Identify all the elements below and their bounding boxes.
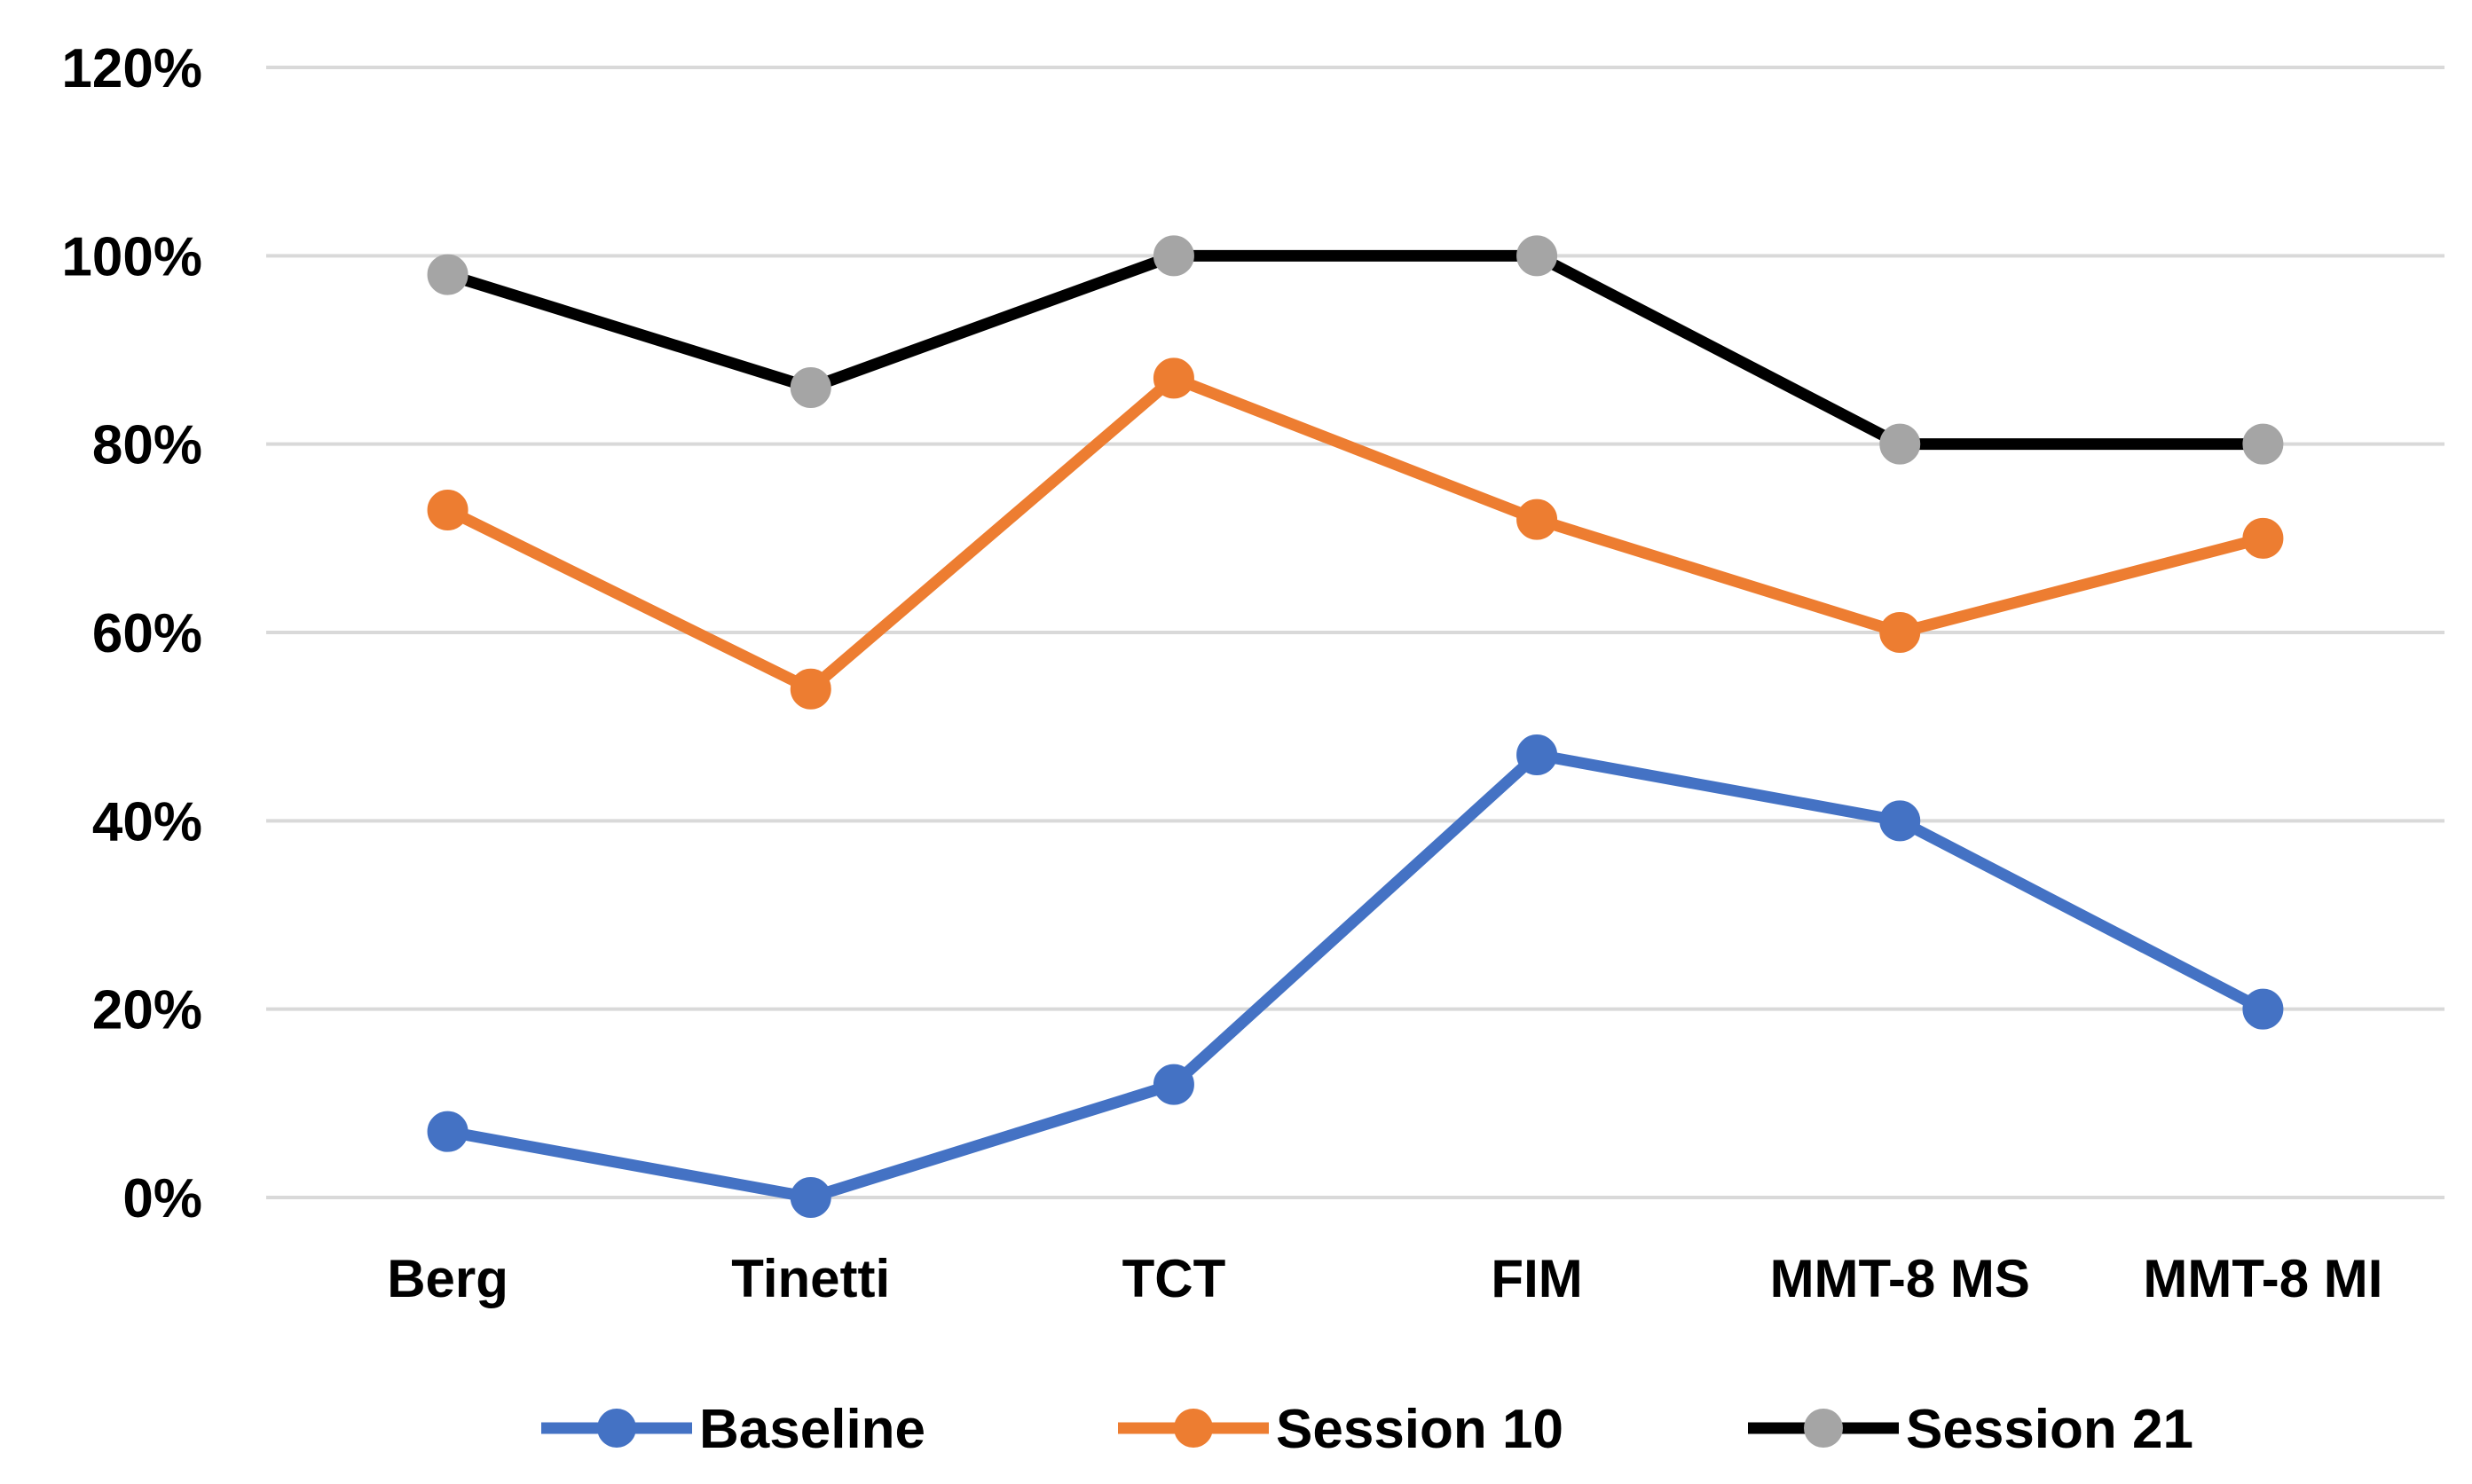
x-category-label: TCT: [1122, 1249, 1226, 1308]
legend-label: Session 21: [1906, 1399, 2193, 1460]
y-tick-label: 100%: [61, 226, 202, 287]
y-tick-label: 60%: [92, 603, 202, 664]
series-baseline: [427, 734, 2284, 1218]
y-tick-label: 20%: [92, 980, 202, 1041]
x-category-label: Tinetti: [731, 1249, 890, 1308]
x-category-label: MMT-8 MS: [1770, 1249, 2030, 1308]
y-tick-label: 120%: [61, 38, 202, 99]
series-session-21: [427, 235, 2284, 465]
y-tick-label: 40%: [92, 791, 202, 852]
series-line: [442, 249, 2269, 451]
data-point: [1879, 800, 1921, 842]
data-point: [790, 366, 831, 408]
data-point: [1516, 499, 1558, 540]
data-point: [427, 489, 468, 530]
series-session-10: [427, 357, 2284, 710]
data-point: [1516, 734, 1558, 776]
series-line: [442, 372, 2269, 695]
x-axis-category-labels: Berg Tinetti TCT FIM MMT-8 MS MMT-8 MI: [387, 1249, 2382, 1308]
x-category-label: FIM: [1491, 1249, 1582, 1308]
legend-item: Session 10: [1118, 1399, 1563, 1460]
data-point: [1153, 235, 1194, 277]
legend-item: Baseline: [541, 1399, 925, 1460]
data-point: [2242, 988, 2284, 1030]
data-point: [1879, 423, 1921, 465]
legend-label: Session 10: [1276, 1399, 1563, 1460]
data-point: [790, 1177, 831, 1218]
data-point: [1516, 235, 1558, 277]
data-point: [790, 668, 831, 710]
legend-label: Baseline: [699, 1399, 925, 1460]
x-category-label: Berg: [387, 1249, 508, 1308]
series-line: [442, 749, 2269, 1204]
legend-marker: [1174, 1409, 1213, 1448]
y-axis-tick-labels: 0% 20% 40% 60% 80% 100% 120%: [61, 38, 202, 1229]
data-point: [427, 254, 468, 295]
data-point: [427, 1111, 468, 1152]
y-tick-label: 80%: [92, 415, 202, 476]
legend-marker: [597, 1409, 636, 1448]
data-point: [1153, 1064, 1194, 1105]
y-tick-label: 0%: [122, 1168, 202, 1229]
gridlines: [266, 66, 2444, 1199]
x-category-label: MMT-8 MI: [2143, 1249, 2382, 1308]
legend-marker: [1804, 1409, 1843, 1448]
legend-item: Session 21: [1748, 1399, 2193, 1460]
series-lines: [427, 235, 2284, 1218]
data-point: [2242, 423, 2284, 465]
data-point: [2242, 517, 2284, 559]
data-point: [1879, 612, 1921, 653]
data-point: [1153, 357, 1194, 399]
legend: Baseline Session 10 Session 21: [541, 1399, 2193, 1460]
